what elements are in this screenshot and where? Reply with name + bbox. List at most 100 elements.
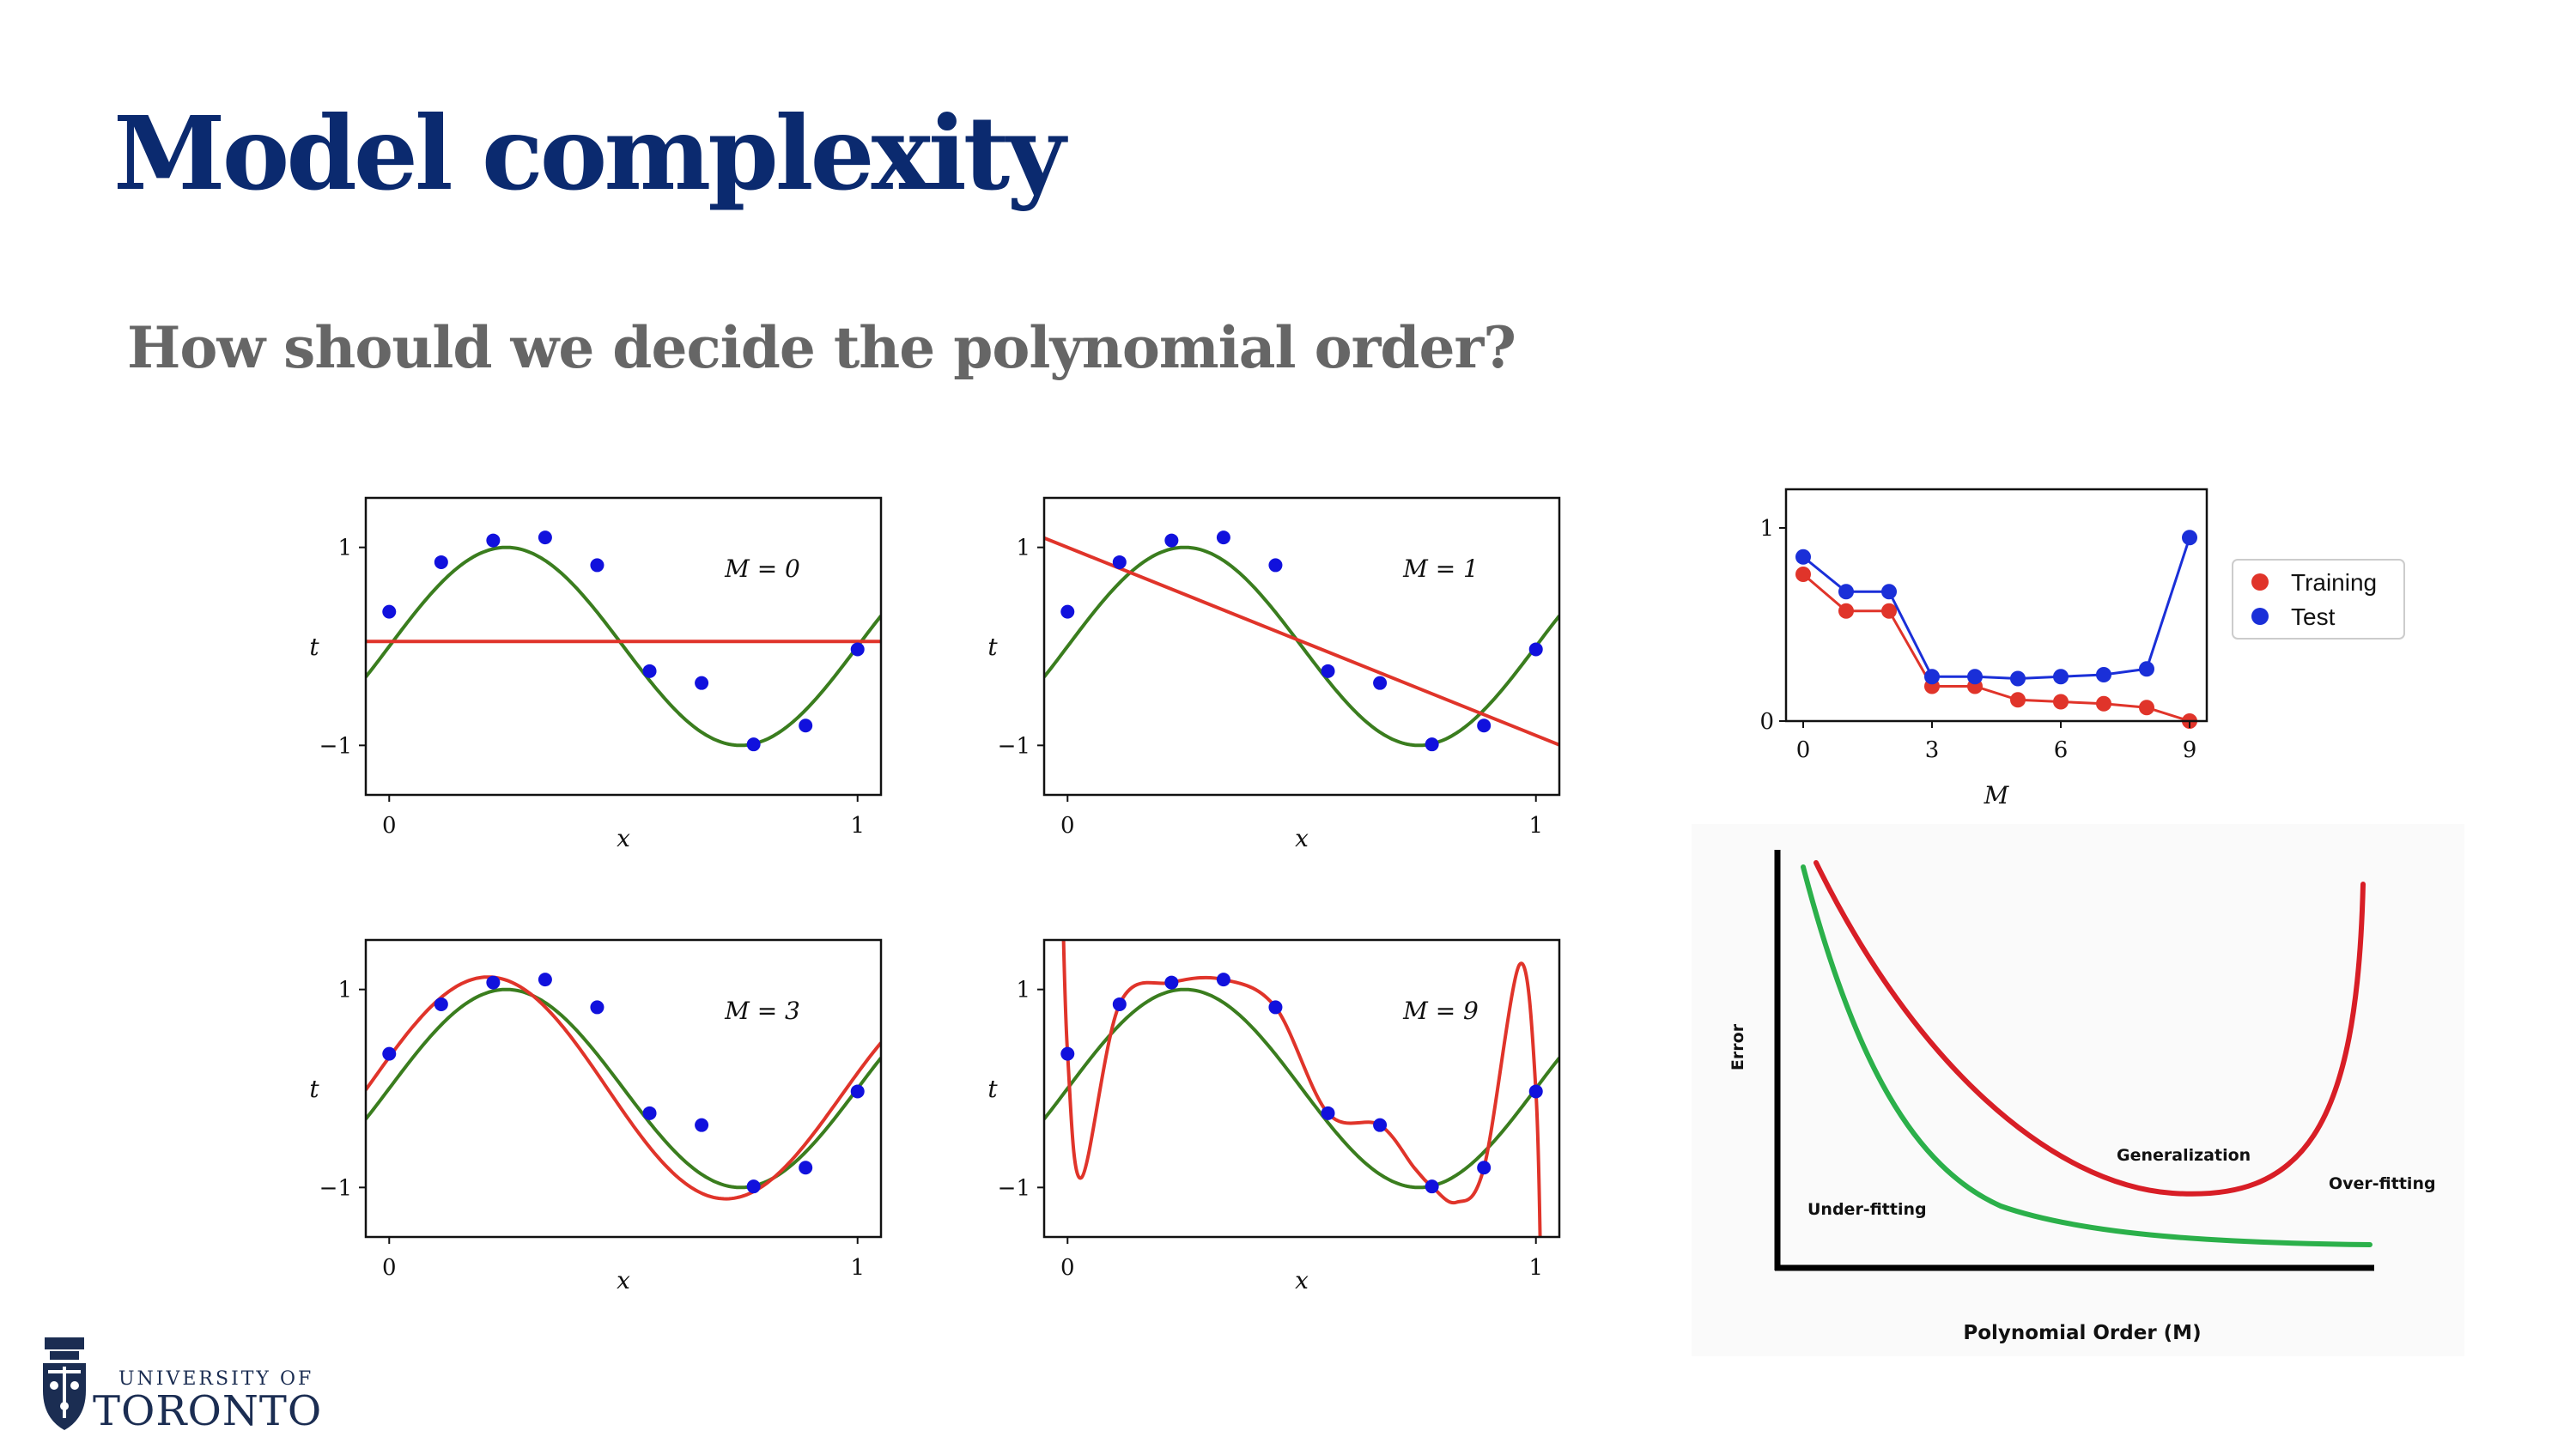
bias-variance-diagram: Error Polynomial Order (M) Under-fitting Ge…	[1692, 824, 2464, 1356]
series-point-test	[1967, 669, 1983, 685]
x-tick-label: 0	[1060, 1255, 1075, 1281]
axes-frame	[1042, 938, 1561, 1239]
series-point-test	[2139, 661, 2154, 677]
data-point	[1373, 1118, 1388, 1132]
legend-entry: Test	[2291, 603, 2336, 630]
data-point	[1425, 737, 1439, 752]
model-order-label: M = 1	[1402, 555, 1479, 583]
series-point-training	[1838, 603, 1854, 619]
data-point	[1268, 558, 1283, 573]
page-subtitle: How should we decide the polynomial orde…	[127, 314, 1516, 381]
data-point	[1477, 718, 1492, 733]
data-point	[799, 1161, 813, 1175]
data-point	[1268, 1000, 1283, 1015]
y-tick-label: 1	[1016, 978, 1030, 1003]
model-order-label: M = 3	[724, 997, 800, 1025]
x-axis-label: x	[1295, 824, 1309, 852]
y-tick-label: 1	[1759, 516, 1774, 542]
series-line-training	[1802, 573, 2190, 723]
series-point-test	[2096, 667, 2111, 682]
series-point-test	[1881, 584, 1897, 600]
axes-frame	[364, 496, 883, 797]
data-point	[1425, 1179, 1439, 1194]
data-point	[1112, 997, 1127, 1011]
data-point	[590, 558, 605, 573]
series-point-training	[2139, 700, 2154, 716]
y-axis-label: t	[309, 633, 319, 661]
x-axis-label: x	[617, 824, 630, 852]
y-axis-label: t	[987, 1075, 998, 1103]
fit-plot-m0: 0 1 1 −1 x t M = 0	[309, 496, 883, 852]
data-point	[1373, 676, 1388, 690]
legend-entry: Training	[2291, 569, 2377, 596]
data-point	[1216, 973, 1230, 987]
data-point	[486, 533, 501, 548]
fit-plot-m9: 0 1 1 −1 x t M = 9	[987, 938, 1561, 1294]
training-error-curve	[1801, 864, 2372, 1247]
series-line-test	[1802, 537, 2191, 681]
axes-frame	[1784, 488, 2208, 723]
x-tick-label: 0	[1796, 737, 1811, 763]
x-tick-label: 3	[1925, 737, 1940, 763]
series-point-test	[2010, 670, 2026, 687]
x-axis-label: x	[617, 1266, 630, 1294]
x-tick-label: 1	[850, 813, 865, 839]
y-tick-label: 1	[337, 536, 352, 561]
data-point	[538, 530, 552, 545]
y-axis-label: t	[987, 633, 998, 661]
logo-text-line1: UNIVERSITY OF	[118, 1368, 314, 1390]
axes-frame	[364, 938, 883, 1239]
university-logo: UNIVERSITY OF TORONTO	[39, 1336, 323, 1439]
y-axis-label: t	[309, 1075, 319, 1103]
series-point-test	[2053, 669, 2069, 685]
legend-marker	[2251, 608, 2269, 625]
data-point	[642, 1106, 657, 1120]
series-point-test	[1838, 584, 1854, 600]
data-point	[850, 642, 865, 657]
data-point	[434, 555, 448, 569]
data-point	[1216, 530, 1230, 545]
legend: Training Test	[2232, 559, 2405, 640]
error-vs-order-plot: 0 3 6 9 0 1 M Training Test	[1759, 488, 2405, 809]
x-axis-label: x	[1295, 1266, 1309, 1294]
data-point	[538, 973, 552, 987]
data-point	[1060, 1046, 1075, 1061]
page-title: Model complexity	[113, 94, 1066, 213]
series-point-training	[1795, 567, 1811, 582]
y-axis-label: Error	[1728, 1023, 1747, 1070]
data-point	[434, 997, 448, 1011]
series-point-test	[1924, 669, 1940, 685]
x-tick-label: 1	[1528, 1255, 1543, 1281]
x-tick-label: 1	[850, 1255, 865, 1281]
data-point	[1060, 604, 1075, 619]
generalization-annotation: Generalization	[2117, 1146, 2251, 1165]
underfitting-annotation: Under-fitting	[1807, 1200, 1927, 1219]
x-tick-label: 1	[1528, 813, 1543, 839]
data-point	[695, 1118, 709, 1132]
y-tick-label: 1	[1016, 536, 1030, 561]
data-point	[1164, 975, 1179, 990]
x-axis-label: M	[1984, 781, 2010, 809]
y-tick-label: −1	[998, 733, 1030, 759]
x-tick-label: 0	[382, 813, 397, 839]
test-error-curve	[1814, 860, 2366, 1197]
series-point-training	[2010, 692, 2026, 708]
model-order-label: M = 0	[724, 555, 800, 583]
fitted-curve	[366, 975, 881, 1201]
data-point	[799, 718, 813, 733]
data-point	[642, 664, 657, 678]
data-point	[746, 1179, 761, 1194]
crest-icon	[43, 1337, 86, 1430]
y-tick-label: 0	[1759, 709, 1774, 735]
logo-text-line2: TORONTO	[93, 1387, 323, 1435]
fitted-curve	[1061, 940, 1542, 1237]
true-function-curve	[366, 987, 881, 1190]
series-point-training	[2096, 695, 2111, 712]
overfitting-annotation: Over-fitting	[2329, 1174, 2436, 1193]
x-tick-label: 0	[1060, 813, 1075, 839]
data-point	[382, 1046, 397, 1061]
data-point	[382, 604, 397, 619]
series-point-test	[2182, 530, 2197, 546]
diagram-background	[1692, 824, 2464, 1356]
data-point	[746, 737, 761, 752]
